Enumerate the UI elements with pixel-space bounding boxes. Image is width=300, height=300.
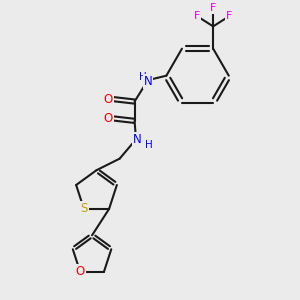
Text: O: O xyxy=(104,93,113,106)
Text: H: H xyxy=(145,140,152,150)
Text: F: F xyxy=(226,11,233,21)
Text: F: F xyxy=(194,11,200,21)
Text: F: F xyxy=(210,3,216,13)
Text: N: N xyxy=(143,75,152,88)
Text: O: O xyxy=(104,112,113,125)
Text: S: S xyxy=(80,202,88,215)
Text: O: O xyxy=(76,266,85,278)
Text: H: H xyxy=(139,72,146,82)
Text: N: N xyxy=(133,134,142,146)
